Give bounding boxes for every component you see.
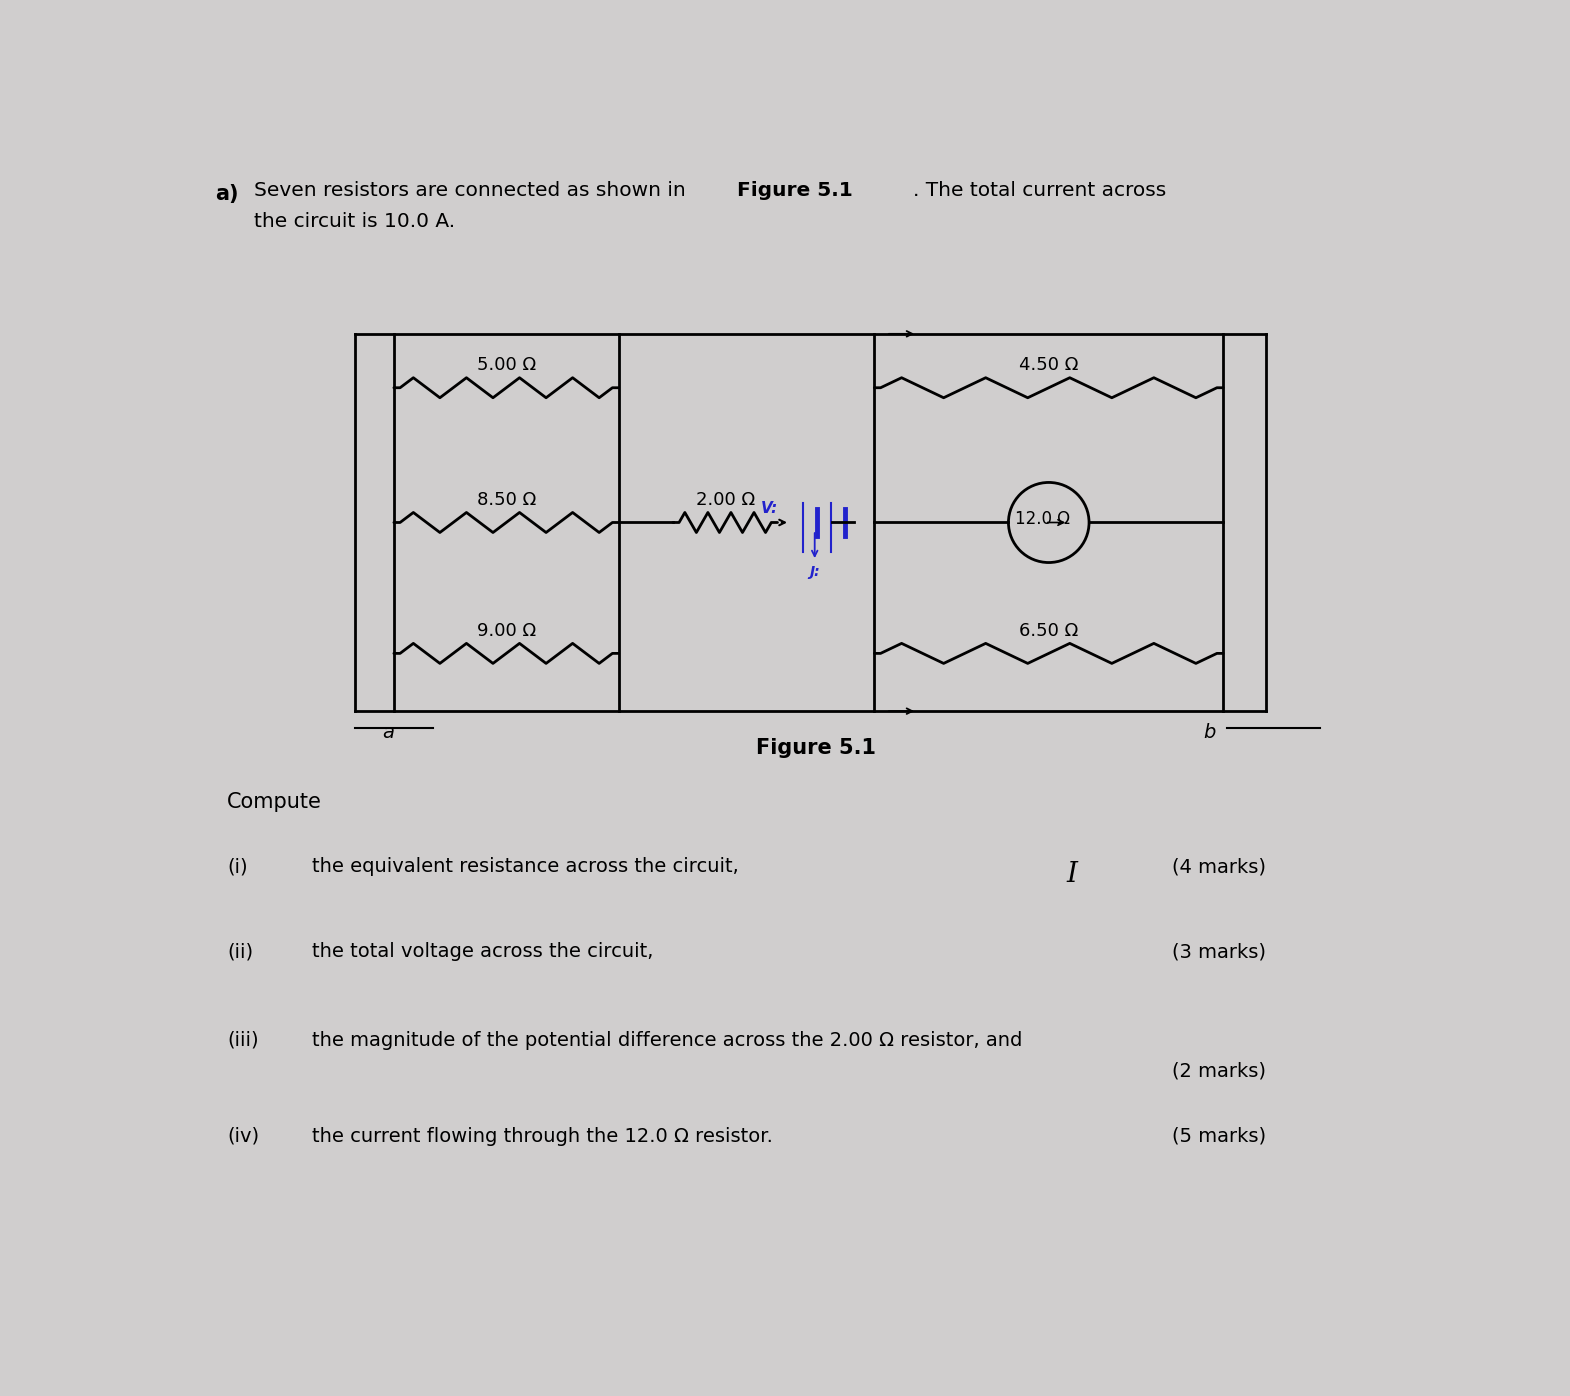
Text: Figure 5.1: Figure 5.1	[738, 181, 853, 201]
Text: I: I	[1066, 861, 1077, 888]
Text: . The total current across: . The total current across	[914, 181, 1167, 201]
Text: 12.0 Ω: 12.0 Ω	[1016, 511, 1071, 529]
Text: 9.00 Ω: 9.00 Ω	[477, 621, 535, 639]
Text: (4 marks): (4 marks)	[1171, 857, 1265, 877]
Text: (iii): (iii)	[228, 1030, 259, 1050]
Text: (5 marks): (5 marks)	[1171, 1127, 1265, 1146]
Text: Compute: Compute	[228, 792, 322, 812]
Text: the circuit is 10.0 A.: the circuit is 10.0 A.	[254, 212, 455, 232]
Text: 4.50 Ω: 4.50 Ω	[1019, 356, 1079, 374]
Text: a): a)	[215, 184, 239, 204]
Text: (i): (i)	[228, 857, 248, 877]
Text: (2 marks): (2 marks)	[1171, 1061, 1265, 1081]
Text: 5.00 Ω: 5.00 Ω	[477, 356, 535, 374]
Text: a: a	[382, 723, 394, 741]
Text: (iv): (iv)	[228, 1127, 259, 1146]
Text: J:: J:	[810, 565, 820, 579]
Text: Figure 5.1: Figure 5.1	[757, 738, 876, 758]
Text: Seven resistors are connected as shown in: Seven resistors are connected as shown i…	[254, 181, 692, 201]
Text: 8.50 Ω: 8.50 Ω	[477, 490, 535, 508]
Text: (ii): (ii)	[228, 942, 253, 960]
Text: 2.00 Ω: 2.00 Ω	[696, 490, 755, 508]
Text: the magnitude of the potential difference across the 2.00 Ω resistor, and: the magnitude of the potential differenc…	[312, 1030, 1024, 1050]
Text: b: b	[1204, 723, 1217, 741]
Text: (3 marks): (3 marks)	[1171, 942, 1265, 960]
Text: the current flowing through the 12.0 Ω resistor.: the current flowing through the 12.0 Ω r…	[312, 1127, 774, 1146]
Text: V:: V:	[760, 501, 777, 517]
Text: 6.50 Ω: 6.50 Ω	[1019, 621, 1079, 639]
Text: the equivalent resistance across the circuit,: the equivalent resistance across the cir…	[312, 857, 739, 877]
Text: the total voltage across the circuit,: the total voltage across the circuit,	[312, 942, 653, 960]
